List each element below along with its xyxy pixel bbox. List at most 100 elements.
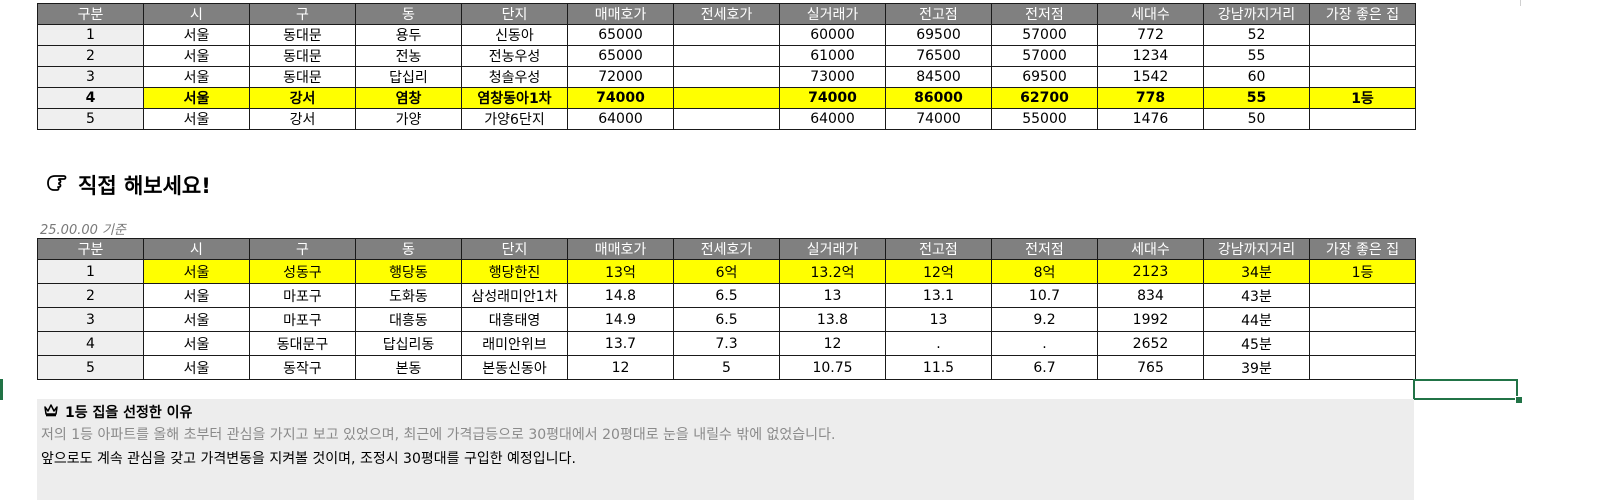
table-cell[interactable]: 3 bbox=[37, 66, 144, 88]
table-cell[interactable]: 52 bbox=[1203, 24, 1310, 46]
table-cell[interactable]: 44분 bbox=[1203, 307, 1310, 332]
table-cell[interactable]: 동대문 bbox=[249, 24, 356, 46]
table-cell[interactable]: 34분 bbox=[1203, 259, 1310, 284]
table-cell[interactable]: 45분 bbox=[1203, 331, 1310, 356]
table-cell[interactable]: 13 bbox=[779, 283, 886, 308]
table-cell[interactable]: 6.7 bbox=[991, 355, 1098, 380]
table-cell[interactable]: 래미안위브 bbox=[461, 331, 568, 356]
table-cell[interactable]: 10.7 bbox=[991, 283, 1098, 308]
table-cell[interactable] bbox=[673, 66, 780, 88]
table-cell[interactable]: 5 bbox=[673, 355, 780, 380]
table-cell[interactable]: 772 bbox=[1097, 24, 1204, 46]
table-cell[interactable]: 43분 bbox=[1203, 283, 1310, 308]
table-cell[interactable]: 74000 bbox=[779, 87, 886, 109]
table-cell[interactable]: 60 bbox=[1203, 66, 1310, 88]
table-cell[interactable]: 1 bbox=[37, 24, 144, 46]
table-cell[interactable]: 6억 bbox=[673, 259, 780, 284]
table-cell[interactable]: 동작구 bbox=[249, 355, 356, 380]
table-cell[interactable]: 1 bbox=[37, 259, 144, 284]
table-cell[interactable]: 1542 bbox=[1097, 66, 1204, 88]
table-cell[interactable]: 4 bbox=[37, 87, 144, 109]
table-cell[interactable]: 57000 bbox=[991, 24, 1098, 46]
selected-cell[interactable] bbox=[1413, 379, 1518, 400]
table-cell[interactable]: 50 bbox=[1203, 108, 1310, 130]
table-cell[interactable] bbox=[673, 108, 780, 130]
table-cell[interactable]: 10.75 bbox=[779, 355, 886, 380]
table-cell[interactable]: 60000 bbox=[779, 24, 886, 46]
table-cell[interactable] bbox=[1309, 355, 1416, 380]
table-cell[interactable]: 61000 bbox=[779, 45, 886, 67]
table-cell[interactable]: 76500 bbox=[885, 45, 992, 67]
table-cell[interactable]: 5 bbox=[37, 108, 144, 130]
table-cell[interactable]: 69500 bbox=[991, 66, 1098, 88]
table-cell[interactable]: 64000 bbox=[779, 108, 886, 130]
table-cell[interactable]: 강서 bbox=[249, 108, 356, 130]
table-cell[interactable]: 서울 bbox=[143, 355, 250, 380]
table-cell[interactable]: 9.2 bbox=[991, 307, 1098, 332]
table-cell[interactable]: 청솔우성 bbox=[461, 66, 568, 88]
table-cell[interactable]: 서울 bbox=[143, 283, 250, 308]
table-cell[interactable] bbox=[1309, 66, 1416, 88]
table-cell[interactable]: 마포구 bbox=[249, 307, 356, 332]
table-cell[interactable]: 가양6단지 bbox=[461, 108, 568, 130]
table-cell[interactable]: 834 bbox=[1097, 283, 1204, 308]
table-cell[interactable]: 강서 bbox=[249, 87, 356, 109]
fill-handle[interactable] bbox=[1515, 396, 1523, 404]
table-cell[interactable]: 55000 bbox=[991, 108, 1098, 130]
table-cell[interactable]: 행당한진 bbox=[461, 259, 568, 284]
table-cell[interactable]: 서울 bbox=[143, 45, 250, 67]
table-cell[interactable]: 74000 bbox=[567, 87, 674, 109]
table-cell[interactable]: 64000 bbox=[567, 108, 674, 130]
table-cell[interactable]: 55 bbox=[1203, 87, 1310, 109]
table-cell[interactable]: 전농우성 bbox=[461, 45, 568, 67]
table-cell[interactable]: 6.5 bbox=[673, 307, 780, 332]
table-cell[interactable]: 765 bbox=[1097, 355, 1204, 380]
table-cell[interactable]: 7.3 bbox=[673, 331, 780, 356]
table-cell[interactable]: 1992 bbox=[1097, 307, 1204, 332]
table-cell[interactable] bbox=[1309, 108, 1416, 130]
table-cell[interactable]: 도화동 bbox=[355, 283, 462, 308]
table-cell[interactable]: 염창 bbox=[355, 87, 462, 109]
table-cell[interactable] bbox=[1309, 331, 1416, 356]
table-cell[interactable]: 12 bbox=[779, 331, 886, 356]
table-cell[interactable]: 778 bbox=[1097, 87, 1204, 109]
table-cell[interactable]: 3 bbox=[37, 307, 144, 332]
table-cell[interactable]: 1234 bbox=[1097, 45, 1204, 67]
table-cell[interactable]: 마포구 bbox=[249, 283, 356, 308]
table-cell[interactable] bbox=[673, 24, 780, 46]
table-cell[interactable]: 답십리동 bbox=[355, 331, 462, 356]
table-cell[interactable]: 84500 bbox=[885, 66, 992, 88]
table-cell[interactable]: 69500 bbox=[885, 24, 992, 46]
table-cell[interactable]: 13억 bbox=[567, 259, 674, 284]
table-cell[interactable]: 65000 bbox=[567, 45, 674, 67]
table-cell[interactable]: 12 bbox=[567, 355, 674, 380]
table-cell[interactable]: 62700 bbox=[991, 87, 1098, 109]
table-cell[interactable]: 39분 bbox=[1203, 355, 1310, 380]
table-cell[interactable]: 가양 bbox=[355, 108, 462, 130]
table-cell[interactable]: 1476 bbox=[1097, 108, 1204, 130]
table-cell[interactable]: 동대문 bbox=[249, 66, 356, 88]
table-cell[interactable]: 72000 bbox=[567, 66, 674, 88]
table-cell[interactable]: 전농 bbox=[355, 45, 462, 67]
table-cell[interactable]: 13.1 bbox=[885, 283, 992, 308]
table-cell[interactable] bbox=[1309, 283, 1416, 308]
table-cell[interactable]: 2652 bbox=[1097, 331, 1204, 356]
table-cell[interactable]: 행당동 bbox=[355, 259, 462, 284]
table-cell[interactable]: 2 bbox=[37, 45, 144, 67]
table-cell[interactable]: 대흥태영 bbox=[461, 307, 568, 332]
table-cell[interactable]: 서울 bbox=[143, 108, 250, 130]
table-cell[interactable]: 13.8 bbox=[779, 307, 886, 332]
table-cell[interactable]: 염창동아1차 bbox=[461, 87, 568, 109]
table-cell[interactable]: 본동신동아 bbox=[461, 355, 568, 380]
table-cell[interactable]: 서울 bbox=[143, 331, 250, 356]
table-cell[interactable] bbox=[1309, 24, 1416, 46]
table-cell[interactable]: 13.2억 bbox=[779, 259, 886, 284]
table-cell[interactable]: 2123 bbox=[1097, 259, 1204, 284]
table-cell[interactable]: 57000 bbox=[991, 45, 1098, 67]
table-cell[interactable]: 서울 bbox=[143, 259, 250, 284]
table-cell[interactable]: 13.7 bbox=[567, 331, 674, 356]
table-cell[interactable]: 12억 bbox=[885, 259, 992, 284]
table-cell[interactable]: 6.5 bbox=[673, 283, 780, 308]
table-cell[interactable]: 삼성래미안1차 bbox=[461, 283, 568, 308]
table-cell[interactable]: 11.5 bbox=[885, 355, 992, 380]
